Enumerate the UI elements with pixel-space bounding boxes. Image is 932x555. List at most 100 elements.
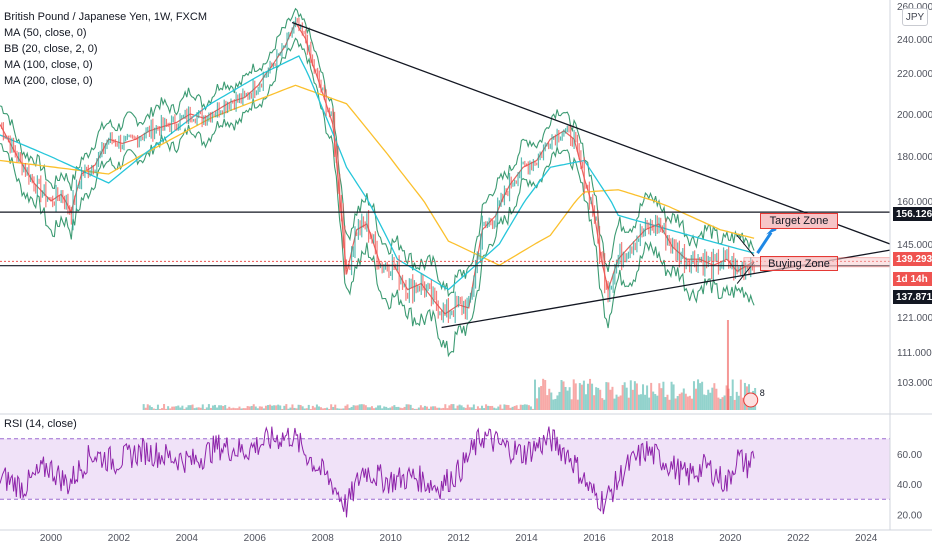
time-tick-label: 2000 <box>40 533 63 544</box>
volume-bar <box>385 406 388 410</box>
volume-bar <box>211 405 214 410</box>
price-tick-label: 260.000 <box>897 2 932 13</box>
volume-bar <box>680 392 683 410</box>
volume-bar <box>230 408 233 410</box>
volume-bar <box>656 395 659 410</box>
volume-bar <box>354 405 357 410</box>
volume-bar <box>660 388 663 410</box>
volume-bar <box>152 408 155 410</box>
indicator-ma100[interactable]: MA (100, close, 0) <box>4 59 93 71</box>
volume-bar <box>701 381 704 410</box>
volume-bar <box>250 405 253 410</box>
volume-bar <box>399 407 402 410</box>
time-tick-label: 2024 <box>855 533 878 544</box>
volume-bar <box>478 408 481 410</box>
volume-bar <box>711 387 714 410</box>
volume-bar <box>529 406 532 410</box>
volume-bar <box>383 406 386 410</box>
buying-zone-label[interactable]: Buying Zone <box>760 256 838 271</box>
bb-lower-band <box>0 37 755 358</box>
volume-bar <box>715 388 718 410</box>
currency-button[interactable]: JPY <box>902 8 928 26</box>
volume-bar <box>322 408 325 410</box>
indicator-ma200[interactable]: MA (200, close, 0) <box>4 75 93 87</box>
volume-bar <box>344 405 347 410</box>
time-tick-label: 2002 <box>108 533 131 544</box>
volume-bar <box>330 404 333 410</box>
volume-bar <box>350 406 353 410</box>
volume-bar <box>633 381 636 410</box>
volume-bar <box>676 396 679 410</box>
volume-bar <box>291 404 294 410</box>
volume-bar <box>193 408 196 410</box>
volume-bar <box>556 395 559 410</box>
volume-bar <box>564 386 567 410</box>
volume-bar <box>515 405 518 410</box>
volume-bar <box>356 405 359 410</box>
volume-bar <box>201 404 204 410</box>
volume-bar <box>179 407 182 410</box>
volume-bar <box>468 407 471 410</box>
volume-bar <box>417 407 420 410</box>
volume-bar <box>713 383 716 410</box>
volume-bar <box>246 406 249 410</box>
volume-bar <box>446 408 449 410</box>
symbol-title[interactable]: British Pound / Japanese Yen, 1W, FXCM <box>4 11 208 23</box>
indicator-bb[interactable]: BB (20, close, 2, 0) <box>4 43 98 55</box>
volume-bar <box>346 404 349 410</box>
rsi-label: RSI (14, close) <box>4 418 77 430</box>
target-arrow <box>756 231 773 254</box>
volume-bar <box>597 387 600 410</box>
volume-bar <box>627 397 630 410</box>
volume-bars <box>142 320 757 410</box>
volume-bar <box>309 408 312 410</box>
volume-bar <box>348 408 351 410</box>
volume-bar <box>244 408 247 410</box>
zone-boxes: 8 <box>743 222 891 408</box>
volume-bar <box>664 397 667 410</box>
volume-bar <box>707 389 710 410</box>
volume-bar <box>462 407 465 410</box>
volume-bar <box>607 382 610 410</box>
ma100-line <box>0 55 755 291</box>
volume-bar <box>599 389 602 410</box>
volume-bar <box>725 385 728 410</box>
volume-bar <box>319 407 322 410</box>
bollinger-bands <box>0 7 755 358</box>
volume-bar <box>342 408 345 410</box>
volume-bar <box>425 406 428 410</box>
volume-bar <box>415 408 418 410</box>
volume-bar <box>313 407 316 410</box>
volume-bar <box>173 406 176 410</box>
volume-bar <box>419 405 422 410</box>
volume-bar <box>148 405 151 410</box>
volume-bar <box>307 404 310 410</box>
volume-bar <box>299 404 302 410</box>
volume-spike <box>726 320 729 410</box>
volume-bar <box>672 384 675 410</box>
volume-bar <box>377 405 380 410</box>
volume-bar <box>605 382 608 410</box>
volume-bar <box>269 404 272 410</box>
volume-bar <box>295 408 298 410</box>
volume-bar <box>236 408 239 410</box>
volume-bar <box>690 398 693 410</box>
target-zone-label[interactable]: Target Zone <box>760 213 838 229</box>
target-arrow-head <box>766 222 778 235</box>
price-tag-last: 139.293 <box>893 252 932 266</box>
price-tick-label: 103.000 <box>897 378 932 389</box>
volume-bar <box>639 394 642 410</box>
volume-bar <box>360 404 363 410</box>
volume-bar <box>421 407 424 410</box>
volume-bar <box>242 408 245 410</box>
volume-bar <box>731 379 734 410</box>
volume-bar <box>593 395 596 410</box>
indicator-ma50[interactable]: MA (50, close, 0) <box>4 27 87 39</box>
volume-bar <box>444 404 447 410</box>
volume-bar <box>595 387 598 410</box>
volume-bar <box>368 407 371 410</box>
volume-bar <box>483 408 486 410</box>
price-tick-label: 240.000 <box>897 35 932 46</box>
volume-bar <box>560 380 563 410</box>
